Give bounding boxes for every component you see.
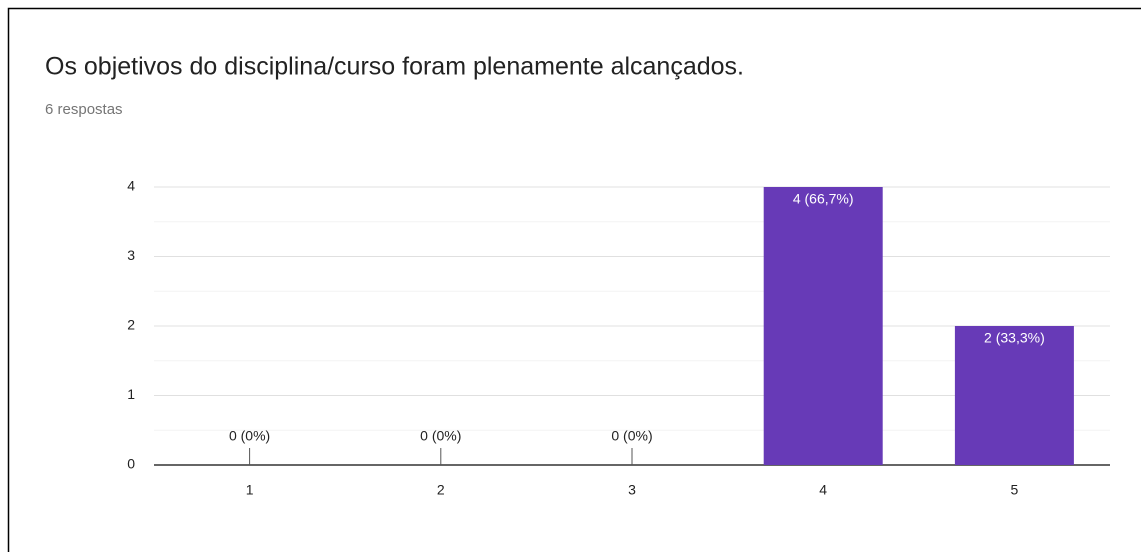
chart-subtitle: 6 respostas bbox=[45, 101, 123, 118]
x-tick-label: 1 bbox=[246, 482, 254, 498]
y-tick-label: 4 bbox=[127, 178, 135, 194]
x-tick-label: 5 bbox=[1011, 482, 1019, 498]
y-tick-label: 2 bbox=[127, 317, 135, 333]
value-label: 2 (33,3%) bbox=[984, 330, 1045, 346]
bar bbox=[954, 326, 1074, 465]
chart-title: Os objetivos do disciplina/curso foram p… bbox=[45, 53, 744, 81]
value-label: 0 (0%) bbox=[611, 428, 652, 444]
card-border bbox=[7, 7, 1141, 552]
bar bbox=[763, 187, 883, 465]
y-tick-label: 0 bbox=[127, 456, 135, 472]
value-label: 4 (66,7%) bbox=[793, 191, 854, 207]
x-tick-label: 4 bbox=[819, 482, 827, 498]
value-label: 0 (0%) bbox=[229, 428, 270, 444]
y-tick-label: 1 bbox=[127, 386, 135, 402]
x-tick-label: 2 bbox=[437, 482, 445, 498]
value-label: 0 (0%) bbox=[420, 428, 461, 444]
x-tick-label: 3 bbox=[628, 482, 636, 498]
y-tick-label: 3 bbox=[127, 247, 135, 263]
